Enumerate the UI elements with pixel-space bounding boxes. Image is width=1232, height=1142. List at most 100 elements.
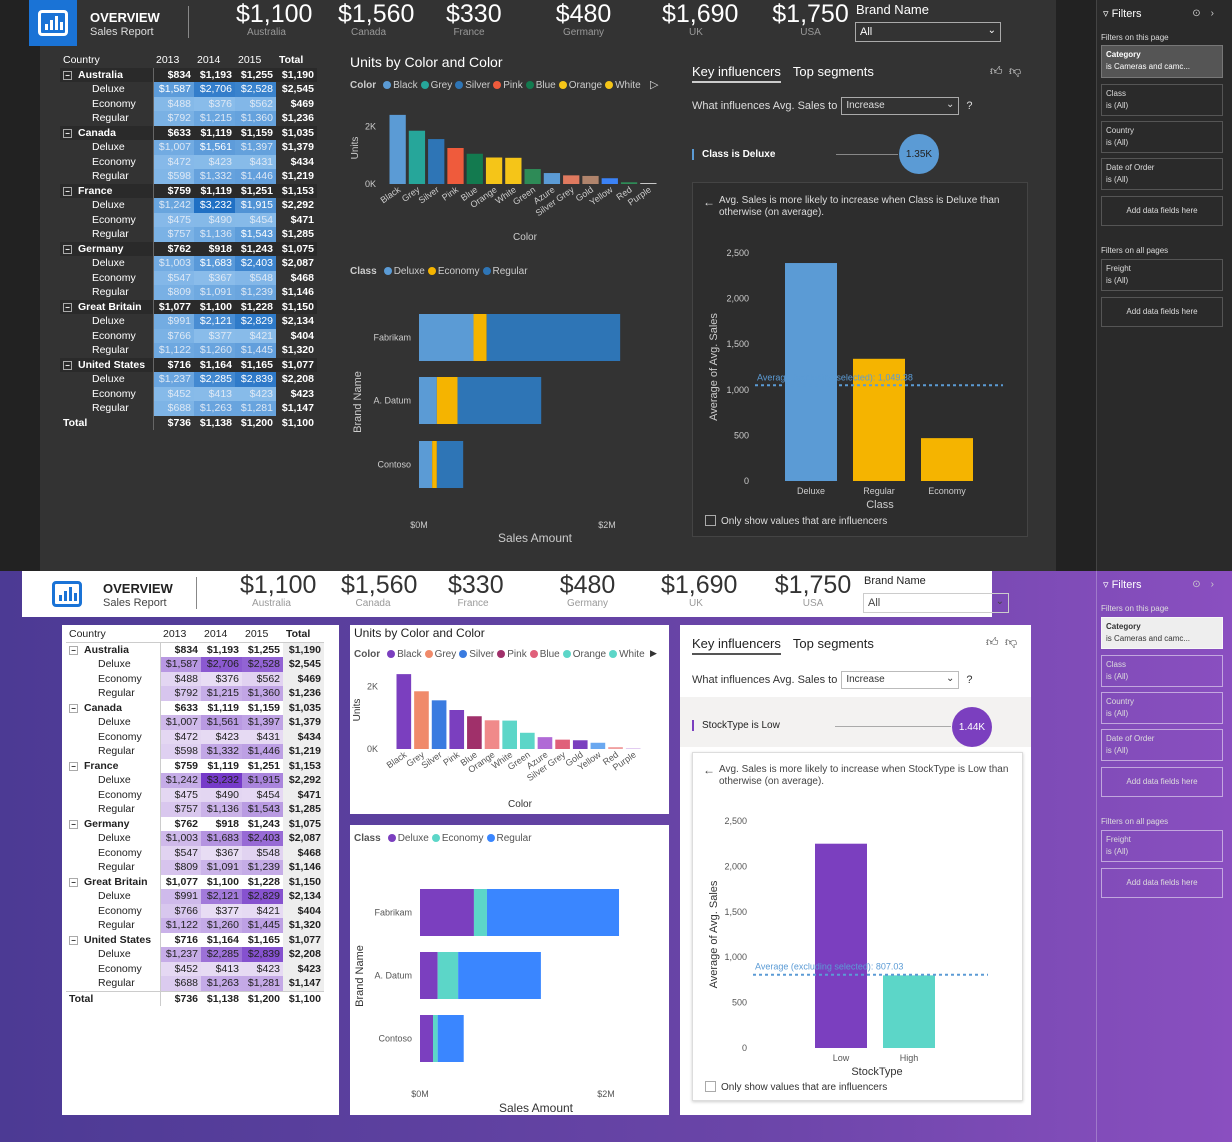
matrix-row[interactable]: Economy $472 $423 $431 $434 (66, 729, 324, 744)
matrix-group-row[interactable]: − France $759 $1,119 $1,251 $1,153 (60, 183, 317, 198)
legend-item[interactable]: White (606, 649, 645, 660)
matrix-group-row[interactable]: − Germany $762 $918 $1,243 $1,075 (60, 241, 317, 256)
ki-direction-select[interactable]: Increase ⌄ (841, 97, 960, 115)
column-header[interactable]: 2015 (238, 54, 262, 66)
add-data-fields-all[interactable]: Add data fields here (1101, 297, 1223, 327)
brand-filter-select[interactable]: All ⌄ (863, 593, 1009, 613)
units-bar[interactable] (520, 732, 535, 749)
brand-bar-segment[interactable] (419, 441, 433, 488)
units-bar[interactable] (524, 169, 541, 184)
units-bar[interactable] (572, 740, 588, 749)
matrix-group-row[interactable]: − France $759 $1,119 $1,251 $1,153 (66, 758, 324, 773)
collapse-icon[interactable]: − (69, 819, 78, 829)
matrix-row[interactable]: Economy $475 $490 $454 $471 (60, 212, 317, 227)
units-bar[interactable] (428, 139, 445, 184)
matrix-row[interactable]: Economy $547 $367 $548 $468 (60, 270, 317, 285)
influencer-bar[interactable] (883, 975, 935, 1048)
matrix-group-row[interactable]: − Canada $633 $1,119 $1,159 $1,035 (66, 700, 324, 715)
matrix-row[interactable]: Deluxe $1,007 $1,561 $1,397 $1,379 (66, 715, 324, 730)
units-bar[interactable] (466, 153, 483, 184)
matrix-total-row[interactable]: Total $736 $1,138 $1,200 $1,100 (66, 990, 324, 1006)
matrix-group-row[interactable]: − Australia $834 $1,193 $1,255 $1,190 (66, 642, 324, 657)
matrix-row[interactable]: Economy $766 $377 $421 $404 (66, 903, 324, 918)
brand-bar-segment[interactable] (486, 889, 620, 936)
units-bar[interactable] (389, 114, 406, 184)
units-bar[interactable] (447, 148, 464, 184)
units-bar[interactable] (582, 175, 599, 184)
ki-direction-select[interactable]: Increase ⌄ (841, 671, 960, 689)
tab-top-segments[interactable]: Top segments (792, 636, 874, 651)
filter-card-category[interactable]: Category is Cameras and camc... (1101, 617, 1223, 649)
brand-bar-segment[interactable] (437, 1015, 464, 1062)
column-header[interactable]: Country (66, 627, 160, 643)
filters-pane-icons[interactable]: ⊙› (1192, 579, 1224, 590)
matrix-row[interactable]: Economy $472 $423 $431 $434 (60, 154, 317, 169)
matrix-row[interactable]: Regular $792 $1,215 $1,360 $1,236 (60, 111, 317, 126)
filter-card-category[interactable]: Category is Cameras and camc... (1101, 45, 1223, 78)
units-bar[interactable] (505, 157, 522, 184)
matrix-group-row[interactable]: − Germany $762 $918 $1,243 $1,075 (66, 816, 324, 831)
matrix-row[interactable]: Deluxe $991 $2,121 $2,829 $2,134 (66, 889, 324, 904)
brand-bar-segment[interactable] (437, 952, 459, 999)
thumbs-up-icon[interactable]: 👍︎ (986, 635, 999, 649)
collapse-icon[interactable]: − (63, 302, 72, 312)
brand-bar-segment[interactable] (473, 889, 487, 936)
column-header[interactable]: 2013 (160, 627, 201, 643)
legend-item[interactable]: Orange (556, 80, 602, 91)
matrix-row[interactable]: Deluxe $1,003 $1,683 $2,403 $2,087 (60, 256, 317, 271)
legend-item[interactable]: Regular (480, 266, 528, 277)
units-bar[interactable] (601, 178, 618, 184)
add-data-fields-page[interactable]: Add data fields here (1101, 196, 1223, 226)
ki-help-icon[interactable]: ? (966, 673, 973, 686)
column-header[interactable]: 2015 (242, 627, 283, 643)
brand-bar-segment[interactable] (420, 952, 438, 999)
units-bar[interactable] (555, 739, 570, 749)
brand-bar-segment[interactable] (433, 1015, 438, 1062)
units-bar[interactable] (620, 182, 638, 184)
filter-card-class[interactable]: Class is (All) (1101, 655, 1223, 687)
units-bar[interactable] (408, 130, 426, 184)
matrix-row[interactable]: Economy $488 $376 $562 $469 (66, 671, 324, 686)
brand-bar-segment[interactable] (486, 314, 621, 361)
matrix-row[interactable]: Economy $475 $490 $454 $471 (66, 787, 324, 802)
legend-item[interactable]: Orange (560, 649, 606, 660)
legend-item[interactable]: Silver (456, 649, 494, 660)
filter-card-country[interactable]: Country is (All) (1101, 692, 1223, 724)
collapse-icon[interactable]: − (69, 877, 78, 887)
matrix-row[interactable]: Regular $1,122 $1,260 $1,445 $1,320 (66, 918, 324, 933)
units-bar[interactable] (537, 737, 553, 749)
legend-item[interactable]: Pink (490, 80, 523, 91)
units-bar[interactable] (640, 183, 657, 184)
collapse-icon[interactable]: − (63, 244, 72, 254)
units-bar[interactable] (543, 173, 561, 184)
units-bar[interactable] (563, 175, 580, 184)
legend-next-icon[interactable]: ▶ (650, 648, 657, 658)
matrix-row[interactable]: Regular $792 $1,215 $1,360 $1,236 (66, 686, 324, 701)
matrix-group-row[interactable]: − Australia $834 $1,193 $1,255 $1,190 (60, 67, 317, 82)
thumbs-up-icon[interactable]: 👍︎ (990, 64, 1003, 78)
matrix-row[interactable]: Deluxe $1,003 $1,683 $2,403 $2,087 (66, 831, 324, 846)
brand-bar-segment[interactable] (473, 314, 487, 361)
legend-item[interactable]: Economy (429, 833, 484, 844)
column-header[interactable]: 2013 (156, 54, 180, 66)
influencers-only-checkbox[interactable]: Only show values that are influencers (705, 1081, 887, 1093)
units-bar[interactable] (396, 674, 412, 749)
units-bar[interactable] (484, 720, 500, 749)
brand-bar-segment[interactable] (420, 1015, 434, 1062)
legend-item[interactable]: Grey (422, 649, 456, 660)
units-bar[interactable] (590, 742, 606, 749)
brand-bar-segment[interactable] (432, 441, 437, 488)
brand-bar-segment[interactable] (420, 889, 474, 936)
key-influencers-visual[interactable]: Key influencers Top segments 👍︎ 👎︎ What i… (692, 52, 1029, 540)
brand-bar-segment[interactable] (436, 377, 458, 424)
filter-card-class[interactable]: Class is (All) (1101, 84, 1223, 116)
collapse-icon[interactable]: − (69, 645, 78, 655)
brand-bar-segment[interactable] (457, 377, 542, 424)
matrix-row[interactable]: Regular $1,122 $1,260 $1,445 $1,320 (60, 343, 317, 358)
influencer-row[interactable]: Class is Deluxe (692, 149, 775, 160)
legend-item[interactable]: Blue (523, 80, 556, 91)
legend-item[interactable]: Deluxe (385, 833, 429, 844)
units-bar[interactable] (625, 748, 641, 749)
back-arrow-icon[interactable]: ← (703, 763, 715, 777)
matrix-row[interactable]: Regular $688 $1,263 $1,281 $1,147 (60, 401, 317, 416)
